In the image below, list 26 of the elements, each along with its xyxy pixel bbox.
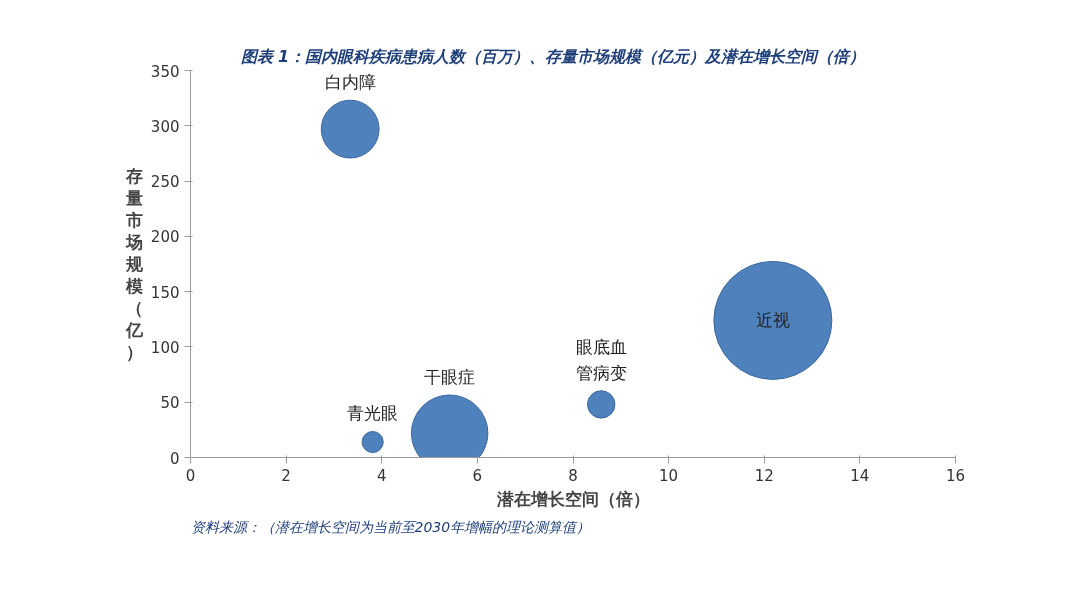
y-tick-label: 50 bbox=[160, 394, 180, 413]
x-tick-label: 16 bbox=[945, 466, 966, 485]
series-label: 干眼症 bbox=[424, 366, 476, 387]
x-tick-label: 2 bbox=[281, 466, 291, 485]
series-label: 眼底血管病变 bbox=[575, 336, 627, 383]
x-tick-label: 8 bbox=[568, 466, 578, 485]
chart-title: 图表 1：国内眼科疾病患病人数（百万）、存量市场规模（亿元）及潜在增长空间（倍） bbox=[240, 46, 866, 66]
y-tick-label: 100 bbox=[150, 338, 180, 357]
text: 存量市场规模（亿） bbox=[125, 166, 143, 362]
x-tick-label: 0 bbox=[185, 466, 196, 485]
x-tick-label: 12 bbox=[754, 466, 774, 485]
x-tick-label: 10 bbox=[659, 466, 679, 485]
x-axis-title: 潜在增长空间（倍） bbox=[495, 488, 650, 509]
x-tick-label: 14 bbox=[850, 466, 870, 485]
series-label: 青光眼 bbox=[347, 403, 399, 424]
y-tick-label: 150 bbox=[150, 283, 180, 302]
text: 资料来源：（潜在增长空间为当前至2030年增幅的理论测算值） bbox=[190, 518, 591, 535]
y-tick-label: 350 bbox=[150, 62, 180, 81]
series-label: 近视 bbox=[755, 310, 790, 331]
series-label: 白内障 bbox=[324, 72, 376, 93]
y-tick-label: 0 bbox=[169, 449, 180, 468]
y-tick-label: 250 bbox=[150, 173, 180, 192]
x-tick-label: 6 bbox=[472, 466, 483, 485]
y-tick-label: 200 bbox=[150, 228, 180, 247]
y-tick-label: 300 bbox=[150, 117, 180, 136]
x-tick-label: 4 bbox=[376, 466, 387, 485]
